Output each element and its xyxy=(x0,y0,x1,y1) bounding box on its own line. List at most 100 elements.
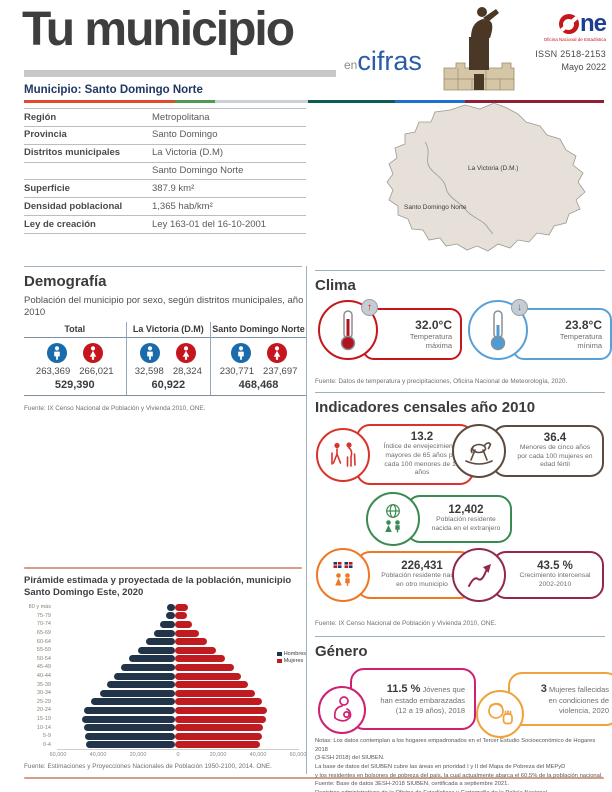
pyramid-row: 30-34 xyxy=(24,689,302,698)
bar-mujeres xyxy=(175,715,267,723)
bar-mujeres xyxy=(175,724,264,732)
legend-swatch xyxy=(277,658,282,664)
female-count: 28,324 xyxy=(172,366,202,377)
tagline: en cifras xyxy=(344,48,422,75)
pregnant-woman-icon xyxy=(333,696,352,722)
divider-line-salmon xyxy=(24,777,604,779)
clima-fuente: Fuente: Datos de temperatura y precipita… xyxy=(315,378,568,385)
indicator-value: 226,431 xyxy=(401,560,443,573)
info-row-value: La Victoria (D.M) xyxy=(152,147,224,159)
male-icon xyxy=(140,343,161,363)
flags-people-icon xyxy=(333,562,353,586)
pyramid-row: 60-64 xyxy=(24,637,302,646)
male-count: 230,771 xyxy=(219,366,255,377)
axis-tick-label: 60,000 xyxy=(289,752,307,759)
one-logo-ne: ne xyxy=(579,10,607,37)
bar-mujeres xyxy=(175,706,267,714)
axis-tick-label: 60,000 xyxy=(49,752,67,759)
bar-mujeres xyxy=(175,732,262,740)
bar-mujeres xyxy=(175,612,187,620)
age-group-label: 30-34 xyxy=(36,690,51,697)
max-temp-label: Temperatura máxima xyxy=(409,331,452,350)
woman-violence-icon xyxy=(488,702,513,725)
bar-hombres xyxy=(165,612,175,620)
pyramid-row: 55-59 xyxy=(24,646,302,655)
indicator-value: 43.5 % xyxy=(537,560,573,573)
bar-hombres xyxy=(99,689,175,697)
nota-line: Fuente: Base de datos 3ESH-2018 SIUBEN, … xyxy=(315,781,509,788)
one-logo-tagline: Oficina Nacional de Estadística xyxy=(543,37,606,42)
table-column-sdn: Santo Domingo Norte 230,771 237,697 468,… xyxy=(210,322,306,395)
pyramid-row: 50-54 xyxy=(24,655,302,664)
axis-tick-label: 40,000 xyxy=(89,752,107,759)
info-row-value: Metropolitana xyxy=(152,111,210,123)
indicator-value: 36.4 xyxy=(543,431,567,444)
nota-line: y los residentes en bolsones de pobreza … xyxy=(315,772,603,779)
info-row-value: 387.9 km² xyxy=(152,182,195,194)
thermometer-icon xyxy=(490,310,506,351)
min-temp-label: Temperatura mínima xyxy=(559,331,602,350)
bar-hombres xyxy=(84,706,175,714)
bar-hombres xyxy=(91,698,175,706)
thermometer-icon xyxy=(340,310,356,351)
bar-hombres xyxy=(107,681,175,689)
info-table-row: Densidad poblacional 1,365 hab/km² xyxy=(24,198,306,217)
age-group-label: 15-19 xyxy=(36,716,51,723)
divider-line xyxy=(315,636,605,637)
female-count: 266,021 xyxy=(79,366,114,377)
age-group-label: 5-9 xyxy=(43,733,51,740)
bar-hombres xyxy=(146,638,175,646)
age-group-label: 25-29 xyxy=(36,698,51,705)
pyramid-row: 10-14 xyxy=(24,723,302,732)
age-group-label: 70-74 xyxy=(36,621,51,628)
age-group-label: 0-4 xyxy=(43,741,51,748)
age-group-label: 75-79 xyxy=(36,612,51,619)
indicator-value: 12,402 xyxy=(448,504,484,517)
table-column-la-victoria: La Victoria (D.M) 32,598 28,324 60,922 xyxy=(125,322,211,395)
info-row-value: Santo Domingo xyxy=(152,129,218,141)
indicadores-fuente: Fuente: IX Censo Nacional de Población y… xyxy=(315,620,497,627)
nota-line: La base de datos del SIUBEN cubre las ár… xyxy=(315,764,566,771)
bar-mujeres xyxy=(175,646,216,654)
map-label-la-victoria: La Victoria (D.M.) xyxy=(468,165,518,172)
info-table-row: Distritos municipales La Victoria (D.M) xyxy=(24,145,306,163)
info-table-row: Superficie 387.9 km² xyxy=(24,180,306,199)
bar-mujeres xyxy=(175,663,234,671)
publication-date: Mayo 2022 xyxy=(561,62,606,72)
pyramid-row: 45-49 xyxy=(24,663,302,672)
age-group-label: 10-14 xyxy=(36,724,51,731)
elderly-couple-icon xyxy=(331,442,356,467)
axis-tick-label: 20,000 xyxy=(209,752,227,759)
pyramid-row: 5-9 xyxy=(24,732,302,741)
pyramid-fuente: Fuente: Estimaciones y Proyecciones Naci… xyxy=(24,763,272,770)
bar-hombres xyxy=(121,663,175,671)
section-title-indicadores: Indicadores censales año 2010 xyxy=(315,399,536,416)
info-table-row: Santo Domingo Norte xyxy=(24,163,306,181)
pyramid-row: 70-74 xyxy=(24,620,302,629)
genero-notas: Notas: Los datos contemplan a los hogare… xyxy=(315,737,607,792)
clima-min-temp: ↓ 23.8°C Temperatura mínima xyxy=(468,299,612,360)
age-group-label: 35-39 xyxy=(36,681,51,688)
indicator-label: Población residente nacida en otro munic… xyxy=(381,572,463,588)
axis-tick-label: 20,000 xyxy=(129,752,147,759)
genero-violence-deaths: 3 Mujeres fallecidas en condiciones de v… xyxy=(476,672,612,738)
bar-mujeres xyxy=(175,629,199,637)
axis-tick-label: 0 xyxy=(176,752,180,759)
column-header: La Victoria (D.M) xyxy=(126,322,211,338)
age-group-label: 60-64 xyxy=(36,638,51,645)
male-count: 263,369 xyxy=(35,366,71,377)
bar-hombres xyxy=(82,715,175,723)
female-icon xyxy=(176,343,197,363)
info-table-row: Región Metropolitana xyxy=(24,108,306,127)
female-icon xyxy=(266,343,287,363)
bar-hombres xyxy=(154,629,175,637)
pyramid-row: 25-29 xyxy=(24,698,302,707)
one-logo: ne xyxy=(530,10,607,37)
title-underline-bar xyxy=(24,70,336,77)
population-by-sex-table: Total 263,369 266,021 529,390 La Victori… xyxy=(24,322,306,396)
bar-mujeres xyxy=(175,620,193,628)
total-count: 468,468 xyxy=(238,379,279,391)
bar-hombres xyxy=(85,732,175,740)
pyramid-title: Pirámide estimada y proyectada de la pob… xyxy=(24,575,292,599)
